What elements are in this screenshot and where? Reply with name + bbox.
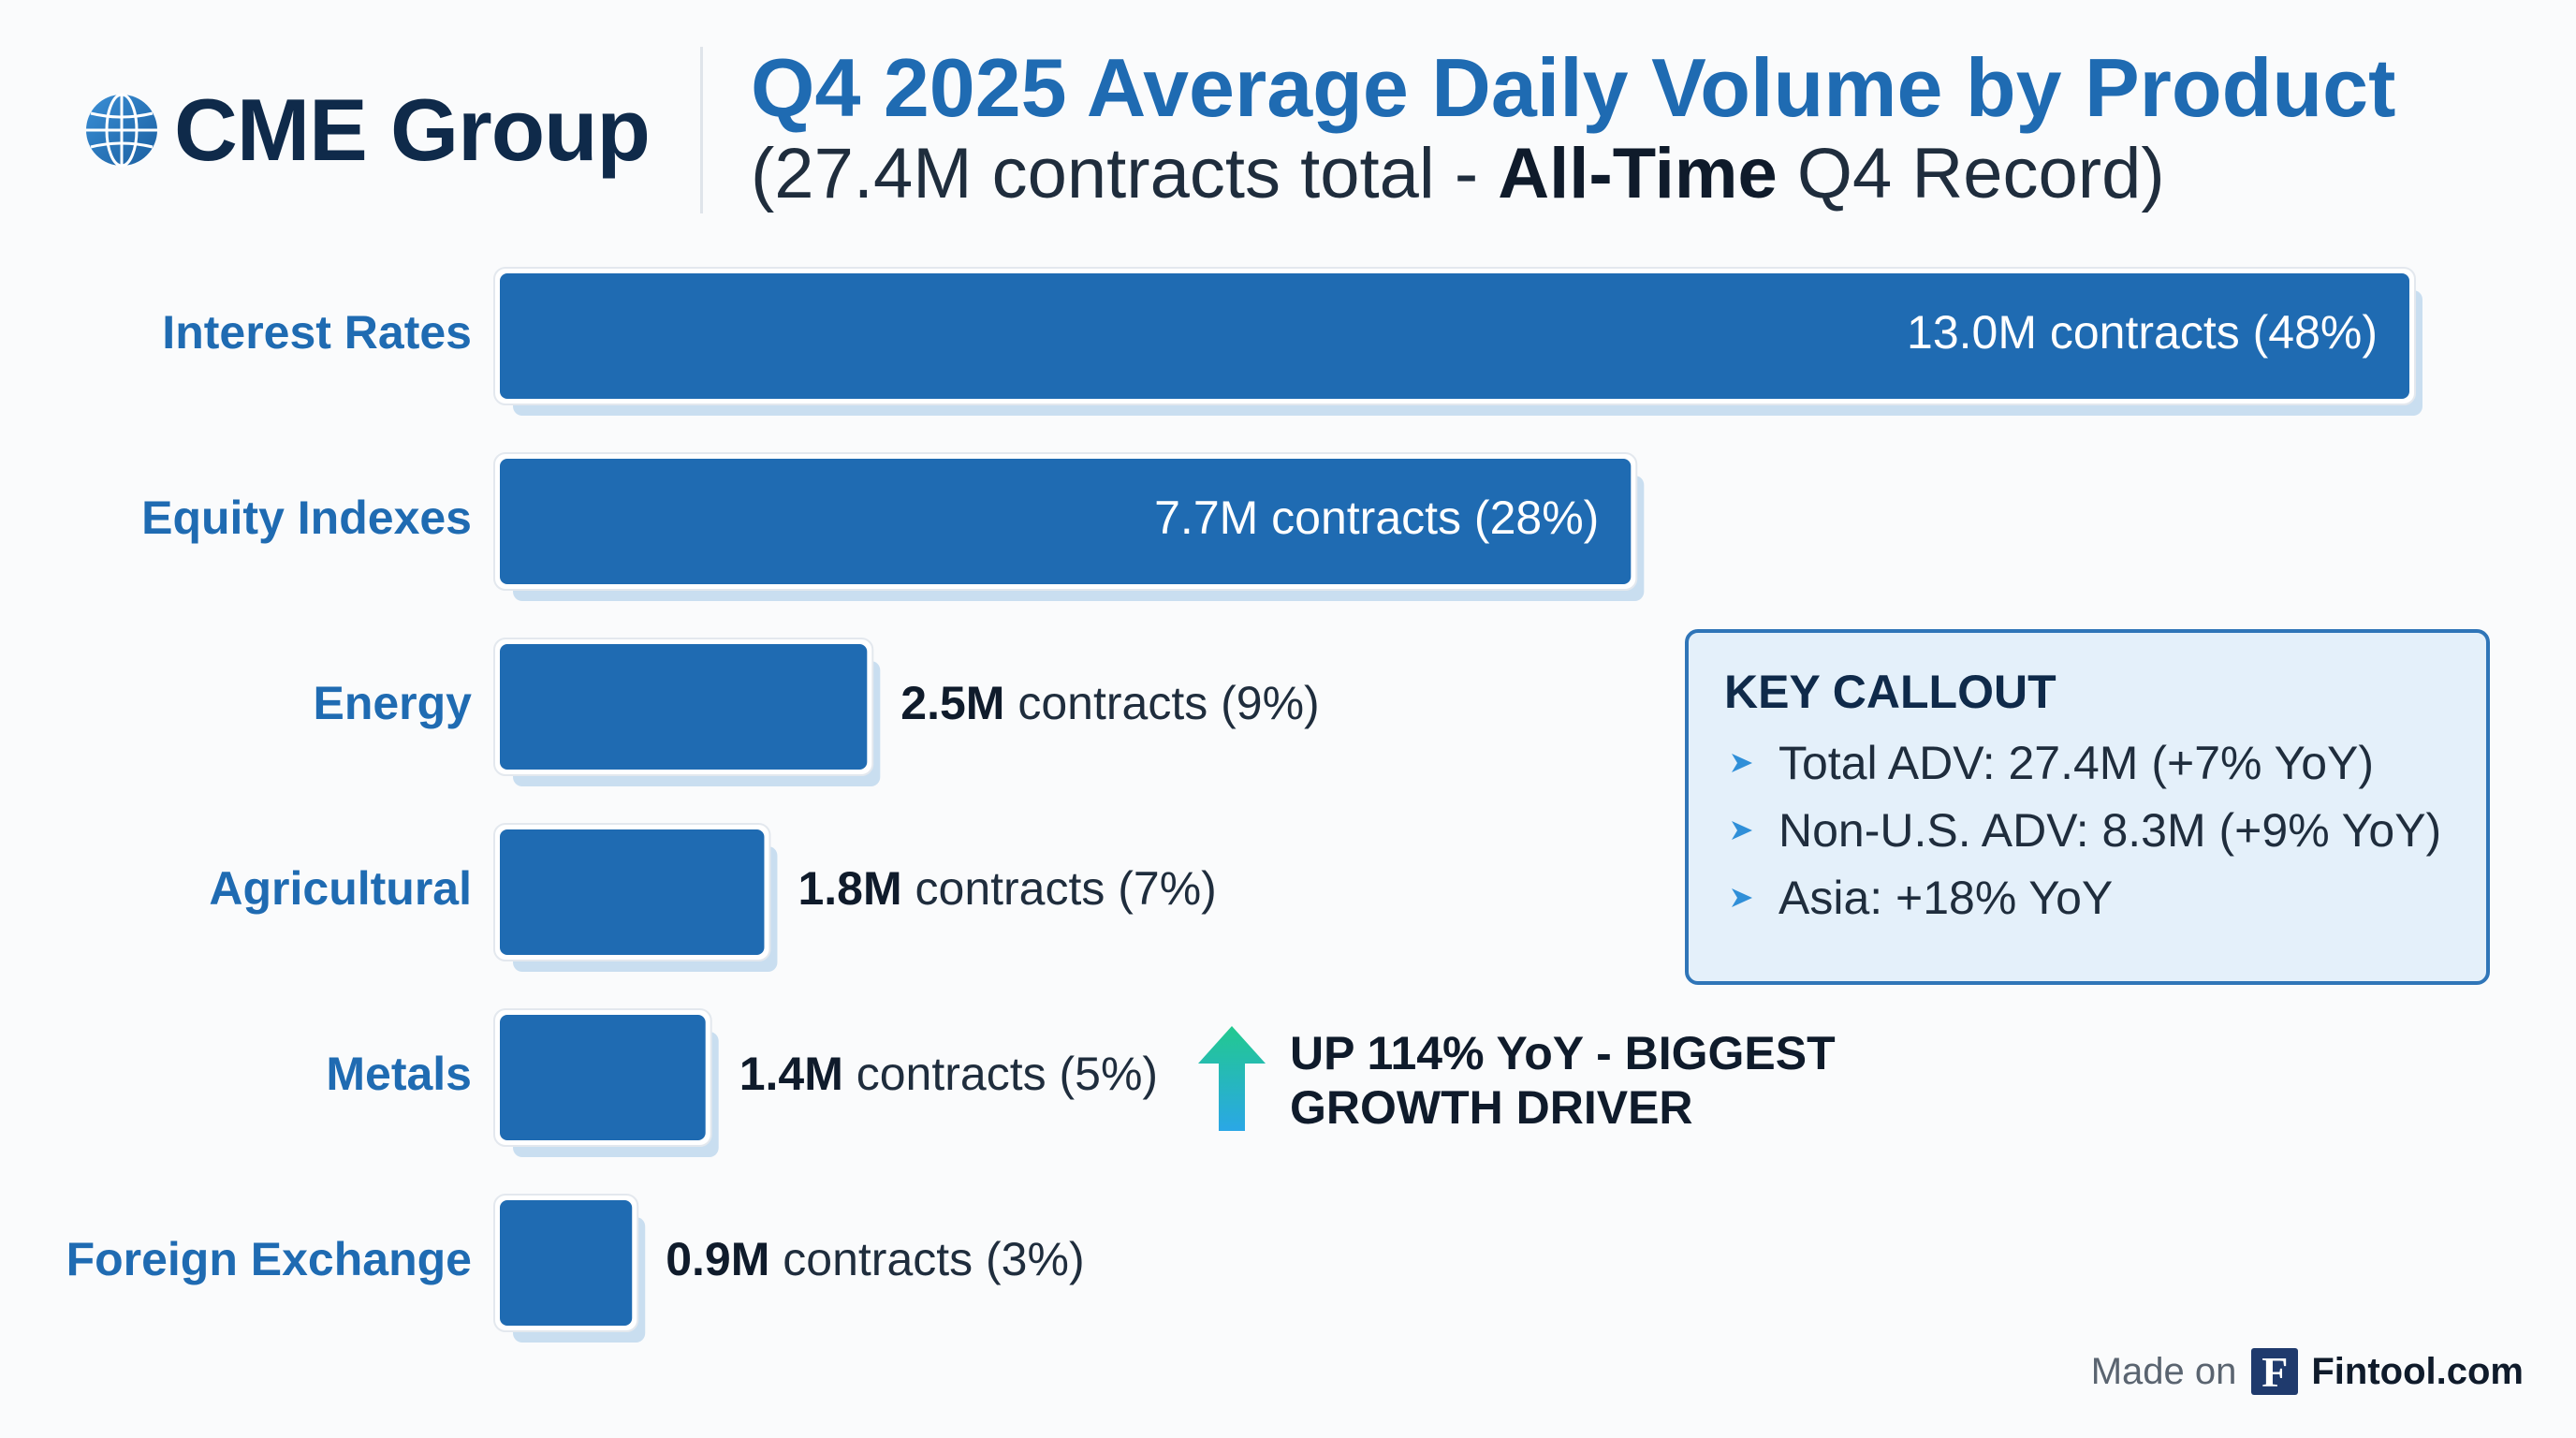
data-label-suffix: contracts (9%): [1004, 677, 1319, 729]
globe-icon: [86, 93, 157, 168]
callout-item: Non-U.S. ADV: 8.3M (+9% YoY): [1724, 803, 2451, 858]
category-label: Foreign Exchange: [66, 1233, 472, 1285]
data-label: 1.4M contracts (5%): [739, 1048, 1158, 1100]
made-on-text: Made on: [2090, 1350, 2237, 1392]
callout-item: Asia: +18% YoY: [1724, 871, 2451, 925]
bar-interest-rates: [500, 273, 2409, 399]
fintool-logo: F: [2251, 1348, 2299, 1396]
subtitle-bold: All-Time: [1498, 134, 1778, 213]
category-label: Agricultural: [209, 862, 472, 915]
arrow-up-icon: [1198, 1026, 1266, 1131]
arrow-right-icon: [1732, 754, 1752, 772]
category-label: Equity Indexes: [141, 492, 472, 544]
data-label-value: 2.5M: [900, 677, 1004, 729]
data-label-suffix: contracts (5%): [843, 1048, 1158, 1100]
callout-item-text: Total ADV: 27.4M (+7% YoY): [1778, 737, 2375, 789]
callout-item-text: Asia: +18% YoY: [1778, 872, 2114, 924]
arrow-right-icon: [1732, 888, 1752, 907]
cme-group-logo: CME Group: [82, 81, 651, 179]
header: CME Group Q4 2025 Average Daily Volume b…: [0, 0, 2576, 215]
data-label: 1.8M contracts (7%): [798, 862, 1216, 915]
chart-title: Q4 2025 Average Daily Volume by Product: [751, 41, 2396, 134]
footer-attribution: Made on F Fintool.com: [2090, 1348, 2524, 1396]
callout-title: KEY CALLOUT: [1724, 666, 2056, 718]
bar-agricultural: [500, 829, 765, 955]
logo-text: CME Group: [174, 81, 651, 179]
subtitle-pre: (27.4M contracts total -: [751, 134, 1499, 213]
key-callout-box: KEY CALLOUT Total ADV: 27.4M (+7% YoY) N…: [1685, 629, 2490, 985]
subtitle-post: Q4 Record): [1777, 134, 2165, 213]
data-label-value: 1.4M: [739, 1048, 843, 1100]
category-label: Energy: [313, 677, 472, 729]
data-label-suffix: contracts (3%): [769, 1233, 1084, 1285]
growth-text: UP 114% YoY - BIGGEST GROWTH DRIVER: [1290, 1026, 1836, 1135]
data-label-suffix: contracts (7%): [902, 862, 1217, 915]
header-divider: [700, 47, 703, 213]
callout-item: Total ADV: 27.4M (+7% YoY): [1724, 736, 2451, 790]
data-label: 2.5M contracts (9%): [900, 677, 1319, 729]
growth-annotation: UP 114% YoY - BIGGEST GROWTH DRIVER: [1198, 1026, 1836, 1135]
data-label: 7.7M contracts (28%): [1154, 492, 1599, 544]
bar-equity-indexes: [500, 459, 1632, 584]
category-label: Metals: [326, 1048, 472, 1100]
arrow-right-icon: [1732, 821, 1752, 840]
bar-energy: [500, 644, 868, 770]
growth-line-1: UP 114% YoY - BIGGEST: [1290, 1027, 1836, 1079]
growth-line-2: GROWTH DRIVER: [1290, 1081, 1693, 1134]
bar-foreign-exchange: [500, 1200, 633, 1326]
chart-subtitle: (27.4M contracts total - All-Time Q4 Rec…: [751, 135, 2165, 213]
fintool-link[interactable]: Fintool.com: [2311, 1350, 2524, 1392]
data-label-value: 1.8M: [798, 862, 901, 915]
category-label: Interest Rates: [162, 306, 472, 359]
callout-item-text: Non-U.S. ADV: 8.3M (+9% YoY): [1778, 804, 2442, 857]
bar-metals: [500, 1015, 706, 1140]
data-label-value: 0.9M: [666, 1233, 769, 1285]
data-label: 0.9M contracts (3%): [666, 1233, 1084, 1285]
data-label: 13.0M contracts (48%): [1907, 306, 2378, 359]
